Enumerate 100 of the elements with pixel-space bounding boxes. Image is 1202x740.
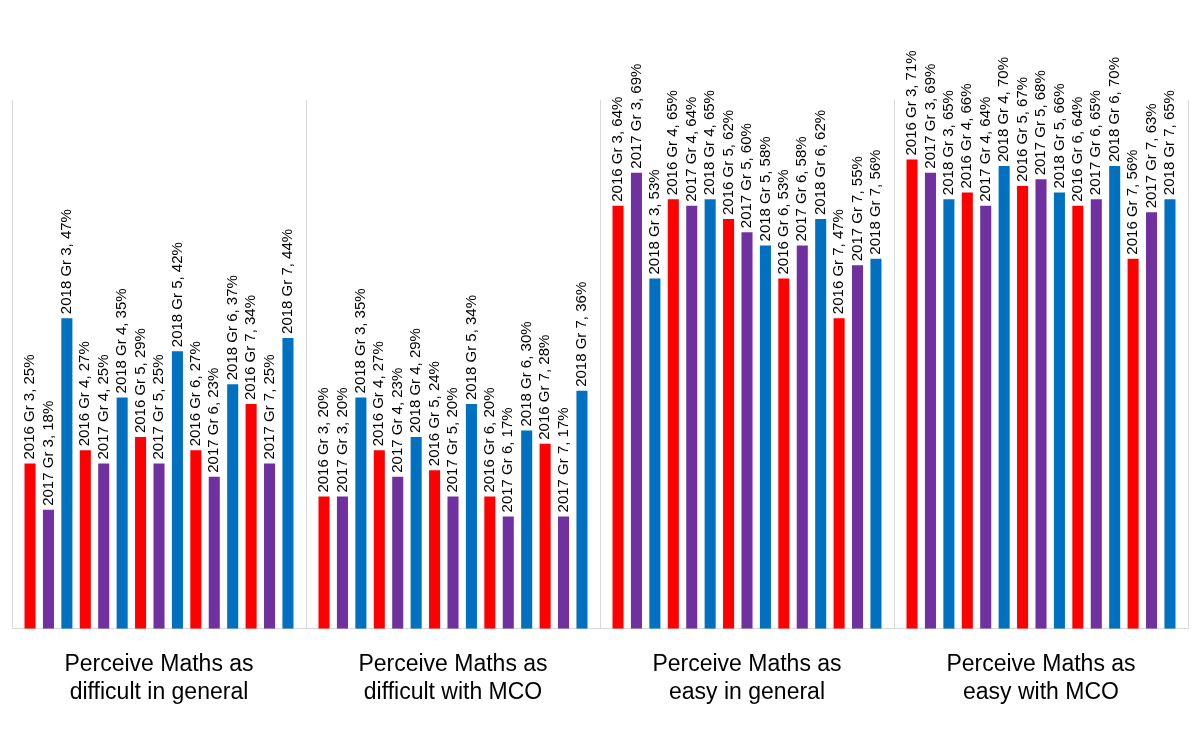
bar — [741, 232, 753, 629]
bar — [630, 172, 642, 629]
data-label: 2017 Gr 7, 55% — [847, 156, 865, 262]
data-label: 2018 Gr 3, 53% — [645, 169, 663, 275]
bar — [1164, 199, 1176, 629]
bar — [961, 192, 973, 629]
bar — [502, 516, 514, 629]
bar — [576, 390, 588, 629]
bar — [1090, 199, 1102, 629]
data-label: 2018 Gr 5, 58% — [755, 136, 773, 242]
data-label: 2016 Gr 5, 62% — [718, 109, 736, 215]
x-tick-label: Perceive Maths as difficult with MCO — [358, 649, 548, 704]
bar — [208, 476, 220, 629]
x-tick-label: Perceive Maths as difficult in general — [64, 649, 254, 704]
data-label: 2016 Gr 6, 64% — [1067, 96, 1085, 202]
data-label: 2018 Gr 4, 35% — [112, 288, 130, 394]
bar — [282, 337, 294, 629]
data-label: 2018 Gr 4, 29% — [406, 328, 424, 434]
data-label: 2016 Gr 5, 67% — [1012, 76, 1030, 182]
data-label: 2017 Gr 6, 23% — [204, 367, 222, 473]
data-label: 2017 Gr 7, 63% — [1141, 103, 1159, 209]
data-label: 2018 Gr 6, 70% — [1104, 57, 1122, 163]
data-label: 2018 Gr 7, 56% — [866, 149, 884, 255]
bar — [1146, 212, 1158, 629]
bar — [484, 496, 496, 629]
data-label: 2016 Gr 4, 27% — [369, 341, 387, 447]
bar — [429, 470, 441, 629]
data-label: 2018 Gr 7, 44% — [278, 228, 296, 334]
data-label: 2016 Gr 4, 66% — [957, 83, 975, 189]
bar — [980, 205, 992, 629]
bar — [852, 265, 864, 629]
data-label: 2016 Gr 3, 20% — [314, 387, 332, 493]
data-label: 2017 Gr 4, 25% — [93, 354, 111, 460]
bar — [924, 172, 936, 629]
bar — [778, 278, 790, 629]
bar — [1072, 205, 1084, 629]
data-label: 2018 Gr 5, 66% — [1049, 83, 1067, 189]
bar — [153, 463, 165, 629]
data-label: 2018 Gr 5, 42% — [167, 242, 185, 348]
bar — [135, 437, 147, 629]
bar — [612, 205, 624, 629]
bar — [61, 318, 73, 629]
bar — [521, 430, 533, 629]
bar — [336, 496, 348, 629]
data-label: 2018 Gr 7, 65% — [1160, 90, 1178, 196]
bar — [42, 509, 54, 629]
bar — [998, 166, 1010, 629]
data-label: 2018 Gr 7, 36% — [572, 281, 590, 387]
bar — [392, 476, 404, 629]
bar — [539, 443, 551, 629]
data-label: 2017 Gr 4, 64% — [681, 96, 699, 202]
bar — [815, 218, 827, 629]
bar — [833, 318, 845, 629]
bar — [1053, 192, 1065, 629]
data-label: 2016 Gr 6, 27% — [185, 341, 203, 447]
bar — [1017, 185, 1029, 629]
bar — [190, 450, 202, 629]
bar — [98, 463, 110, 629]
bar — [1035, 179, 1047, 629]
data-label: 2017 Gr 6, 17% — [498, 407, 516, 513]
data-label: 2017 Gr 3, 69% — [626, 63, 644, 169]
bar — [1127, 258, 1139, 629]
data-label: 2018 Gr 6, 30% — [516, 321, 534, 427]
data-label: 2018 Gr 6, 62% — [810, 109, 828, 215]
bar — [264, 463, 276, 629]
bar — [558, 516, 570, 629]
bar — [410, 437, 422, 629]
bar — [79, 450, 91, 629]
data-label: 2018 Gr 3, 35% — [351, 288, 369, 394]
bar — [245, 404, 257, 629]
bar — [447, 496, 459, 629]
data-label: 2016 Gr 3, 71% — [902, 50, 920, 156]
bar — [649, 278, 661, 629]
data-label: 2016 Gr 7, 28% — [535, 334, 553, 440]
bar — [906, 159, 918, 629]
bar — [1109, 166, 1121, 629]
data-label: 2016 Gr 6, 53% — [773, 169, 791, 275]
data-label: 2016 Gr 5, 24% — [424, 361, 442, 467]
data-label: 2018 Gr 3, 65% — [939, 90, 957, 196]
bar — [723, 218, 735, 629]
x-tick-label: Perceive Maths as easy in general — [652, 649, 842, 704]
bar — [318, 496, 330, 629]
data-label: 2018 Gr 3, 47% — [57, 209, 75, 315]
data-label: 2016 Gr 5, 29% — [130, 328, 148, 434]
data-label: 2017 Gr 5, 68% — [1031, 70, 1049, 176]
bar — [943, 199, 955, 629]
data-label: 2017 Gr 5, 25% — [149, 354, 167, 460]
bar — [704, 199, 716, 629]
bar — [355, 397, 367, 629]
bar — [686, 205, 698, 629]
bar — [116, 397, 128, 629]
data-label: 2016 Gr 7, 34% — [241, 294, 259, 401]
data-label: 2016 Gr 3, 25% — [20, 354, 38, 460]
data-label: 2017 Gr 3, 18% — [38, 400, 56, 506]
data-label: 2017 Gr 7, 25% — [259, 354, 277, 460]
bar — [759, 245, 771, 629]
data-label: 2017 Gr 7, 17% — [553, 407, 571, 513]
data-label: 2017 Gr 6, 65% — [1086, 90, 1104, 196]
data-label: 2018 Gr 4, 65% — [700, 90, 718, 196]
data-label: 2018 Gr 6, 37% — [222, 275, 240, 381]
